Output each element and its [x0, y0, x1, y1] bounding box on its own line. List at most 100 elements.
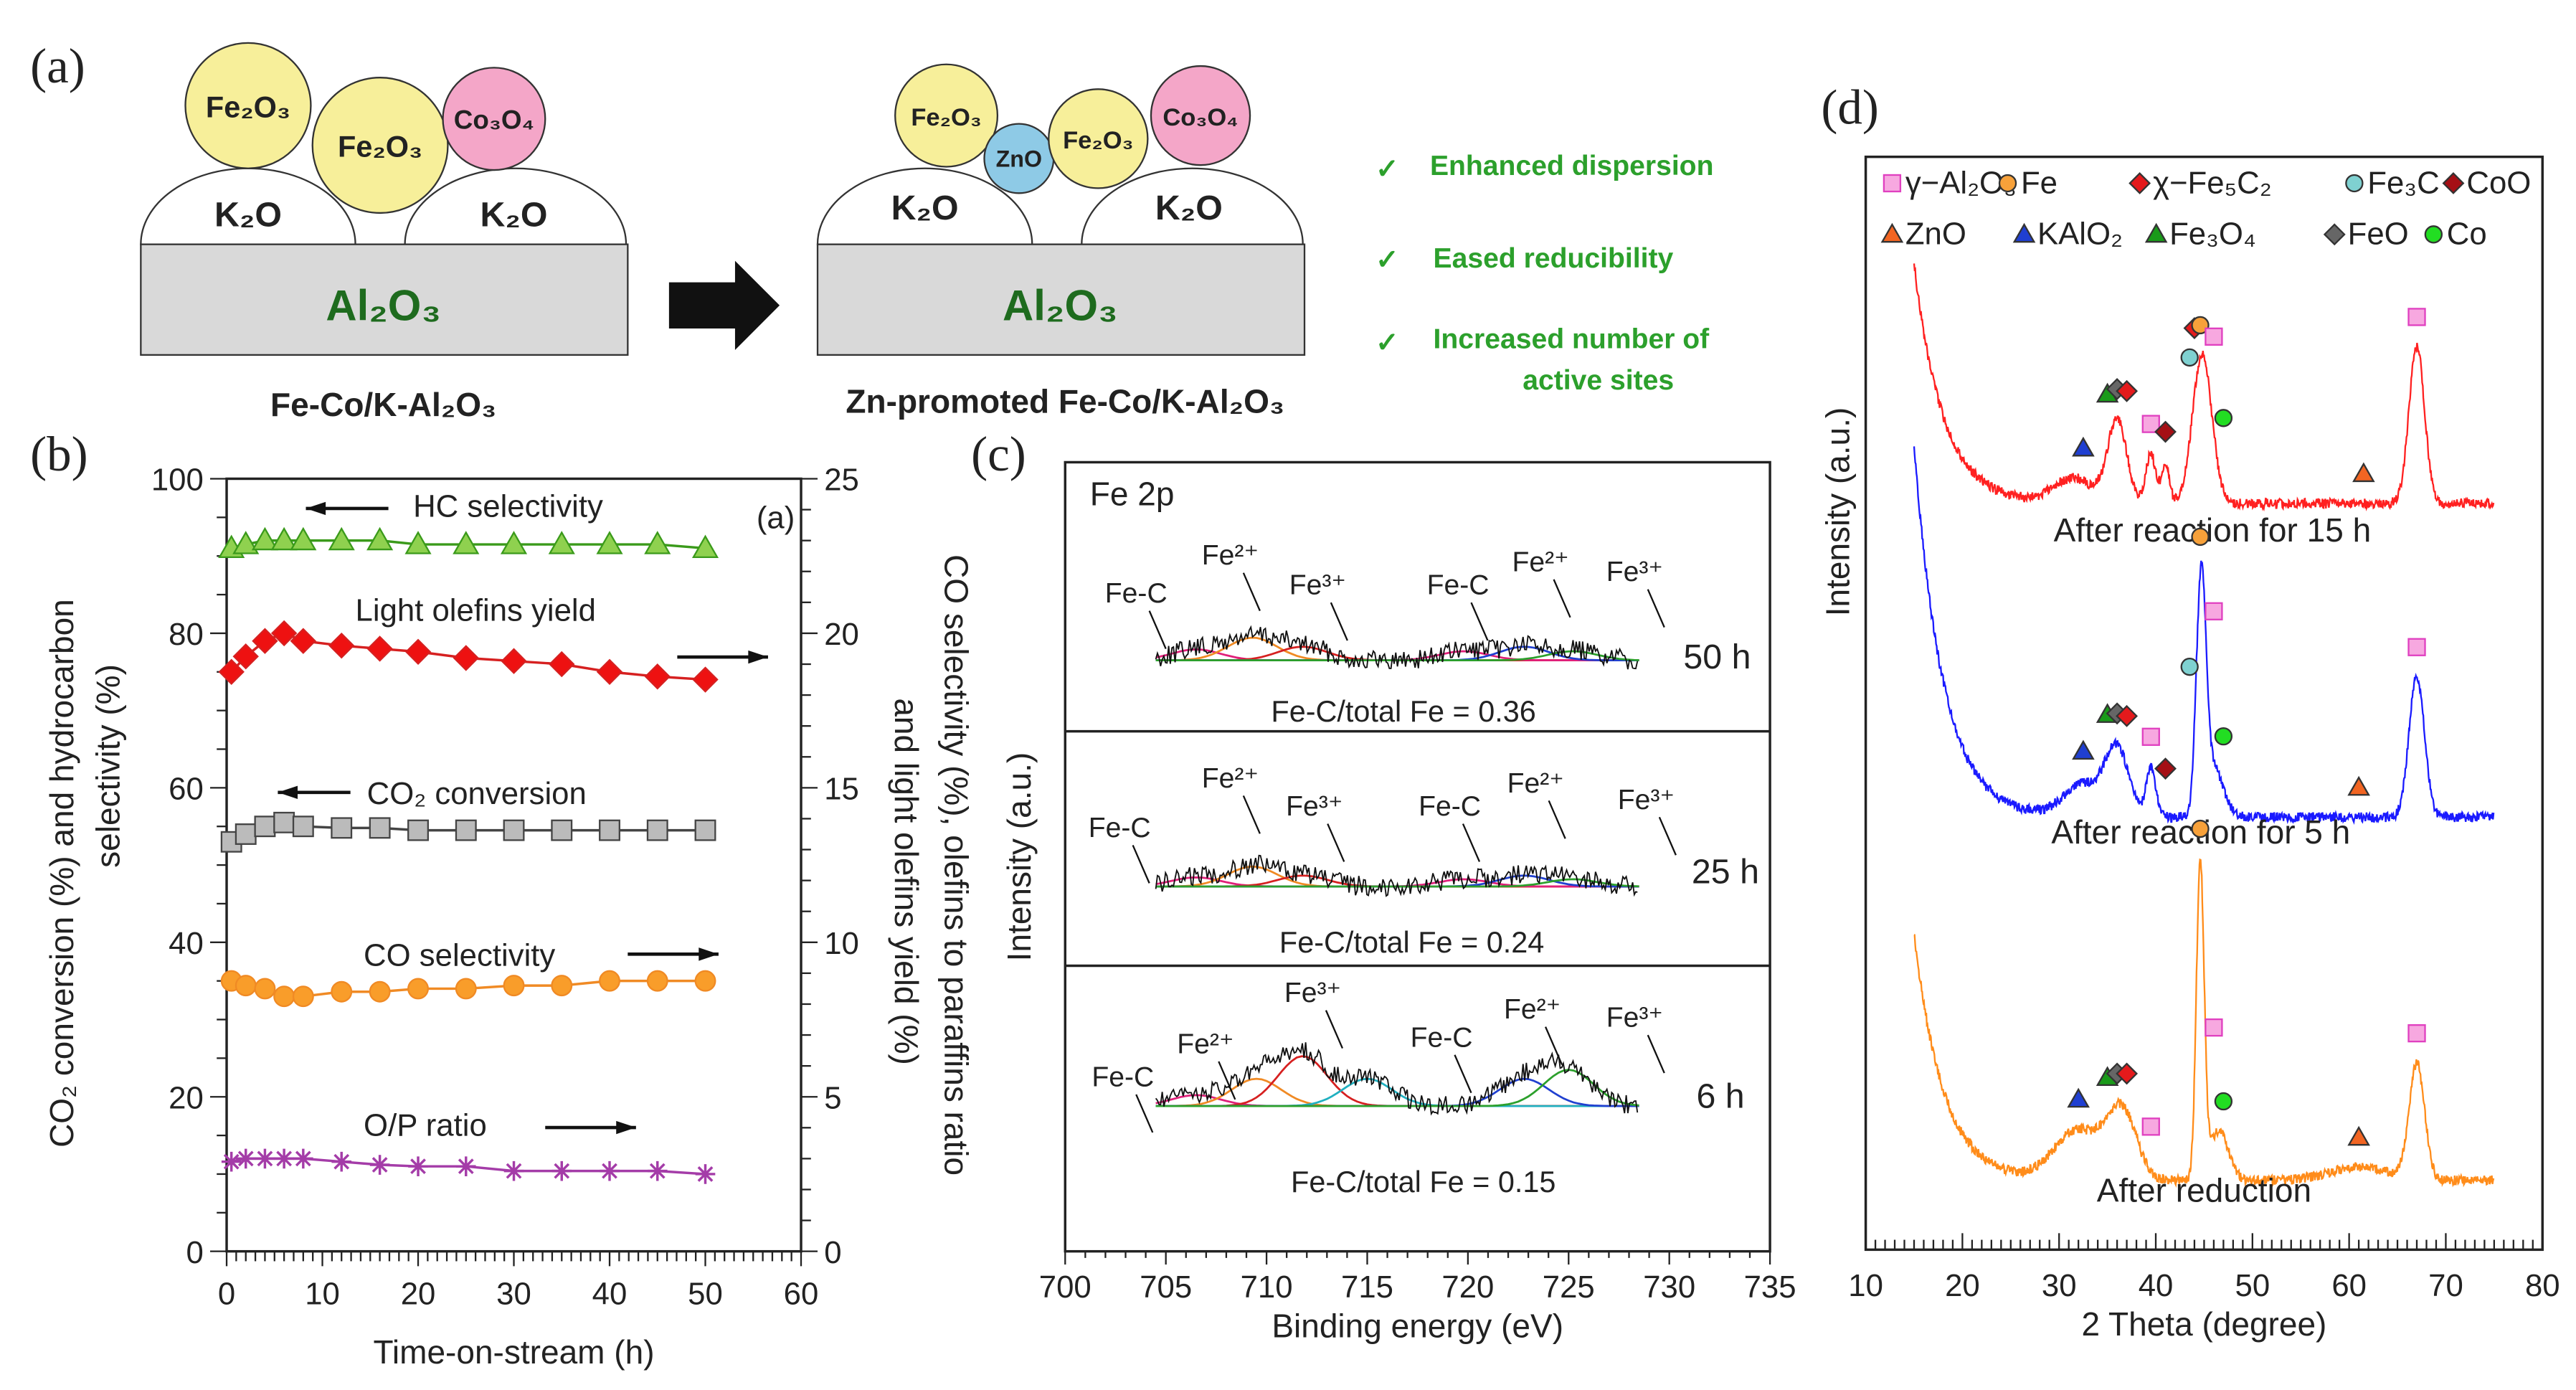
data-point [274, 1148, 294, 1169]
phase-marker [2154, 420, 2177, 443]
check-icon: ✓ [1375, 154, 1399, 185]
benefit-text: active sites [1523, 365, 1674, 396]
data-point [273, 985, 295, 1008]
peak-pointer-icon [1454, 1054, 1472, 1094]
peak-pointer-icon [1242, 795, 1261, 834]
legend-label: Co [2447, 217, 2487, 252]
data-point [695, 1164, 716, 1184]
annotation-arrow-icon [748, 650, 768, 664]
x-tick-label: 50 [688, 1276, 723, 1311]
data-point [369, 1155, 390, 1175]
annotation-arrow-icon [306, 501, 326, 516]
data-point [251, 526, 278, 551]
data-point [407, 819, 429, 841]
data-point [500, 531, 528, 554]
phase-marker [2141, 415, 2160, 433]
xps-spectrum [1155, 1042, 1639, 1116]
peak-label: Fe³⁺ [1289, 570, 1346, 601]
legend-marker [1883, 174, 1902, 193]
peak-label: Fe-C [1411, 1022, 1473, 1053]
y-left-tick-label: 60 [169, 771, 204, 806]
panel-title: Fe 2p [1090, 475, 1175, 512]
panel-c-label: (c) [971, 426, 1026, 481]
x-tick-label: 10 [1848, 1268, 1883, 1303]
x-tick-label: 725 [1543, 1270, 1595, 1305]
x-tick-label: 730 [1643, 1270, 1695, 1305]
support-label: Al₂O₃ [326, 282, 441, 330]
data-point [501, 648, 527, 674]
fe2o3-particle [894, 63, 999, 168]
x-tick-label: 40 [592, 1276, 628, 1311]
fe-c-ratio-label: Fe-C/total Fe = 0.36 [1271, 695, 1535, 728]
data-point [599, 970, 620, 992]
phase-marker [2214, 409, 2233, 427]
data-point [694, 970, 716, 992]
peak-pointer-icon [1647, 589, 1665, 628]
x-tick-label: 50 [2235, 1268, 2270, 1303]
fe2o3-particle [184, 42, 312, 169]
data-point [596, 531, 623, 554]
k2o-label: K₂O [1155, 189, 1223, 227]
phase-marker [2205, 327, 2223, 346]
legend-marker [1880, 222, 1904, 243]
peak-label: Fe³⁺ [1606, 1003, 1663, 1034]
phase-marker [2214, 1092, 2233, 1111]
legend-marker [2012, 222, 2036, 243]
arrow-right-icon [668, 260, 780, 350]
data-point [331, 817, 353, 839]
peak-label: Fe²⁺ [1202, 763, 1259, 794]
series-annotation: O/P ratio [364, 1108, 487, 1143]
legend-label: Fe₃O₄ [2169, 217, 2256, 252]
data-point [235, 1148, 256, 1169]
phase-marker [2072, 739, 2095, 760]
data-point [255, 1148, 275, 1169]
data-point [218, 658, 245, 685]
data-point [549, 651, 575, 678]
panel-d-chart: (d) 10 20 30 40 50 60 70 80 2 Theta (degree) Inten… [1819, 80, 2560, 1343]
phase-marker [2072, 436, 2095, 457]
data-point [503, 819, 525, 841]
y-right-tick-label: 5 [824, 1080, 841, 1115]
data-point [292, 815, 314, 838]
y-right-tick-label: 20 [824, 617, 859, 652]
data-point [404, 638, 432, 665]
peak-pointer-icon [1545, 1026, 1563, 1066]
peak-pointer-icon [1470, 602, 1489, 641]
benefit-text: Increased number of [1434, 324, 1710, 355]
fe-c-ratio-label: Fe-C/total Fe = 0.24 [1279, 926, 1544, 959]
phase-marker [2214, 727, 2233, 746]
legend-label: χ−Fe₅C₂ [2153, 165, 2272, 200]
left-caption: Fe-Co/K-Al₂O₃ [270, 386, 496, 423]
x-tick-label: 715 [1341, 1270, 1393, 1305]
xrd-pattern [1913, 263, 2495, 512]
panel-a: (a) Al₂O₃ K₂O K₂O Fe₂O₃ Fe₂O₃ Co₃O₄ Fe-C… [30, 38, 1713, 423]
annotation-arrow-icon [699, 947, 719, 961]
k2o-dome [1081, 167, 1304, 245]
particle-label: Co₃O₄ [454, 105, 534, 135]
fit-component [1155, 1069, 1639, 1107]
phase-marker [2347, 1125, 2370, 1146]
particle-label: Fe₂O₃ [911, 104, 981, 131]
particle-label: Fe₂O₃ [1063, 127, 1133, 154]
peak-label: Fe²⁺ [1512, 547, 1568, 577]
phase-marker [2180, 657, 2199, 676]
peak-label: Fe-C [1427, 570, 1490, 601]
data-point [221, 1151, 242, 1172]
support-label: Al₂O₃ [1003, 282, 1118, 330]
x-tick-label: 20 [1945, 1268, 1980, 1303]
x-axis-title: 2 Theta (degree) [2081, 1305, 2326, 1343]
phase-marker [2067, 1087, 2090, 1108]
particle-label: Co₃O₄ [1162, 104, 1238, 131]
legend-marker [1998, 174, 2017, 193]
peak-label: Fe²⁺ [1507, 768, 1564, 799]
data-point [408, 1156, 428, 1176]
peak-label: Fe²⁺ [1177, 1029, 1233, 1059]
k2o-dome [404, 167, 628, 245]
xps-spectrum [1155, 625, 1639, 670]
data-point [600, 1160, 620, 1181]
data-point [235, 823, 257, 845]
data-point [369, 980, 391, 1003]
phase-marker [2180, 348, 2199, 367]
annotation-arrow-icon [278, 785, 298, 800]
particle-label: Fe₂O₃ [338, 131, 422, 164]
